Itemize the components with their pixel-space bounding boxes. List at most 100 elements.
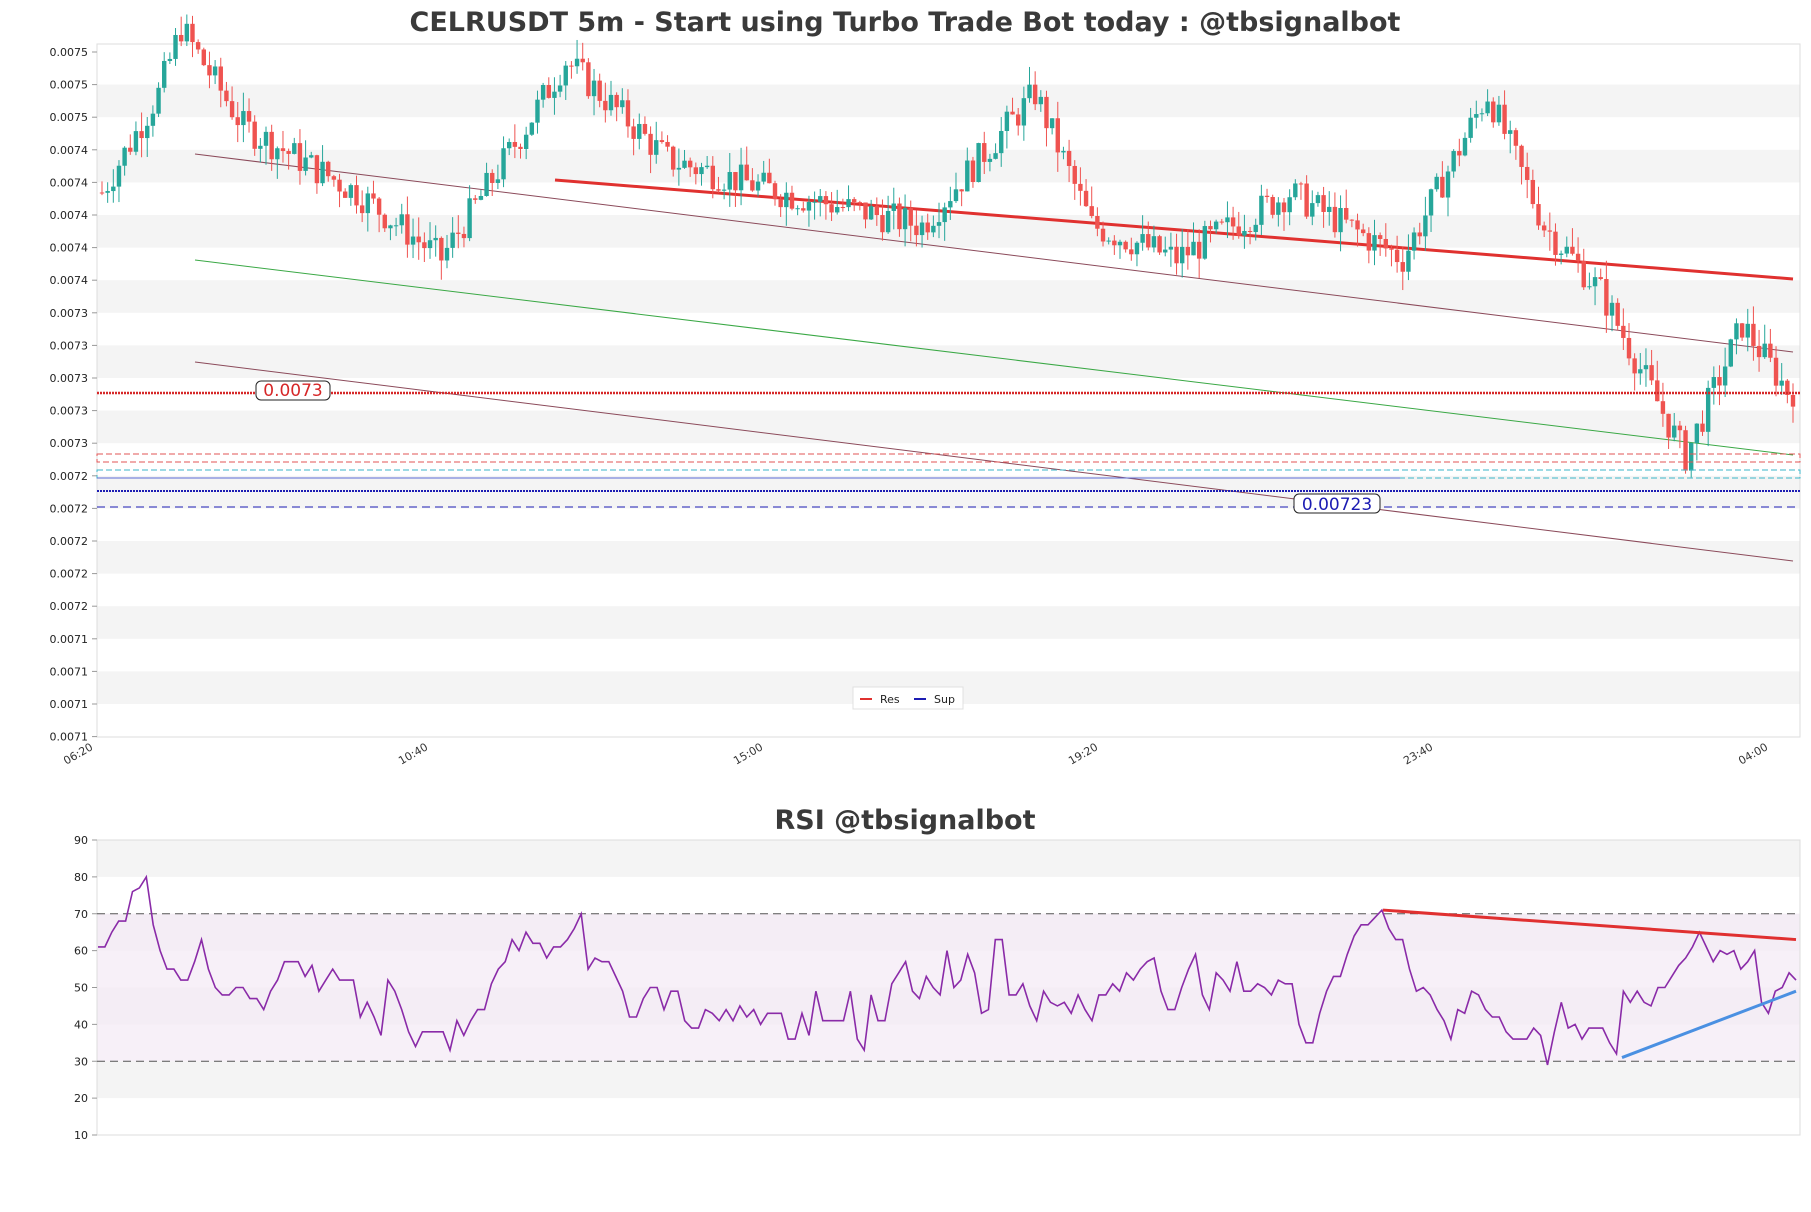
candle-body — [1049, 118, 1055, 129]
candle-body — [1112, 240, 1117, 246]
candle-body — [1694, 423, 1700, 443]
candle-body — [1055, 118, 1060, 153]
candle-body — [1666, 413, 1671, 438]
candle-body — [716, 189, 721, 191]
candle-body — [772, 183, 778, 200]
candle-body — [275, 148, 280, 160]
candle-body — [1196, 241, 1202, 259]
candle-body — [1236, 226, 1241, 236]
candle-body — [761, 172, 766, 182]
rsi-neutral-zone — [97, 913, 1800, 1062]
candle-body — [1423, 215, 1428, 237]
main-y-tick-label: 0.0074 — [50, 274, 89, 287]
candle-body — [897, 203, 902, 230]
candle-body — [1773, 357, 1779, 386]
main-overlay-lines — [96, 391, 1801, 508]
candle-body — [1592, 277, 1598, 287]
candle-body — [1180, 246, 1185, 264]
rsi-band — [97, 840, 1800, 877]
candle-body — [965, 160, 970, 192]
candle-body — [631, 126, 636, 139]
candle-body — [320, 161, 325, 184]
candle-body — [1508, 130, 1513, 134]
main-y-tick-label: 0.0072 — [50, 502, 89, 515]
candle-body — [241, 111, 246, 126]
candle-body — [642, 123, 648, 134]
candle-body — [1253, 224, 1258, 233]
candle-body — [1315, 195, 1321, 204]
candle-body — [671, 146, 676, 170]
candle-body — [450, 232, 455, 248]
resistance-trend-line — [554, 178, 1794, 281]
candle-body — [1541, 225, 1547, 231]
candle-body — [1066, 150, 1072, 166]
candle-body — [439, 237, 444, 261]
candle-body — [523, 134, 529, 149]
candle-body — [795, 208, 800, 210]
main-band — [97, 410, 1800, 444]
candle-body — [292, 143, 297, 154]
main-y-tick-label: 0.0072 — [50, 568, 89, 581]
candle-body — [591, 80, 597, 97]
candle-body — [1717, 377, 1722, 386]
candle-body — [382, 214, 387, 229]
candle-body — [433, 237, 438, 241]
candle-body — [286, 151, 291, 154]
candle-body — [111, 186, 116, 192]
candle-body — [1785, 380, 1790, 395]
candle-body — [235, 117, 240, 126]
candle-body — [297, 143, 303, 171]
candle-body — [1677, 425, 1683, 431]
main-band — [97, 606, 1800, 639]
rsi-y-tick-label: 30 — [74, 1055, 88, 1068]
candle-body — [133, 131, 139, 152]
candle-body — [122, 147, 127, 166]
rsi-y-tick-label: 40 — [74, 1018, 88, 1031]
candle-body — [557, 85, 563, 92]
rsi-lines — [97, 874, 1800, 1066]
candle-body — [1242, 230, 1247, 236]
candle-body — [620, 100, 625, 108]
candle-body — [1106, 240, 1111, 242]
main-y-tick-label: 0.0073 — [50, 307, 89, 320]
candle-body — [1213, 221, 1219, 230]
candle-body — [495, 179, 501, 183]
candle-body — [540, 85, 546, 100]
candle-body — [654, 140, 659, 155]
candle-body — [354, 185, 359, 206]
candle-body — [1123, 241, 1128, 250]
candle-body — [885, 210, 891, 233]
rsi-y-tick-label: 90 — [74, 834, 88, 847]
main-y-tick-label: 0.0071 — [50, 665, 89, 678]
candle-body — [1129, 249, 1134, 255]
candle-body — [1208, 226, 1213, 230]
rsi-y-tick-label: 70 — [74, 908, 88, 921]
candle-body — [1276, 202, 1281, 215]
rsi-y-tick-label: 60 — [74, 945, 88, 958]
candle-body — [501, 148, 506, 180]
rsi-support-trend — [1621, 989, 1797, 1059]
candle-body — [1779, 380, 1784, 386]
candle-body — [1298, 183, 1304, 185]
candle-body — [1383, 238, 1389, 249]
candle-body — [727, 172, 732, 190]
candle-body — [1711, 377, 1717, 388]
candle-body — [914, 225, 919, 236]
candle-body — [1547, 230, 1553, 232]
candle-body — [405, 214, 410, 245]
candle-body — [1728, 339, 1733, 367]
candle-body — [1355, 220, 1360, 230]
candle-body — [1072, 165, 1077, 184]
main-band — [97, 280, 1800, 313]
candle-body — [105, 191, 110, 193]
main-band — [97, 215, 1800, 248]
candle-body — [1434, 176, 1439, 190]
candle-body — [1440, 176, 1445, 198]
candle-body — [1689, 442, 1694, 471]
main-x-tick-label: 10:40 — [396, 740, 430, 767]
support-zone — [96, 469, 1801, 479]
channel-upper-line — [194, 153, 1794, 353]
candle-body — [806, 201, 812, 211]
resistance-label: 0.0073 — [263, 381, 322, 401]
